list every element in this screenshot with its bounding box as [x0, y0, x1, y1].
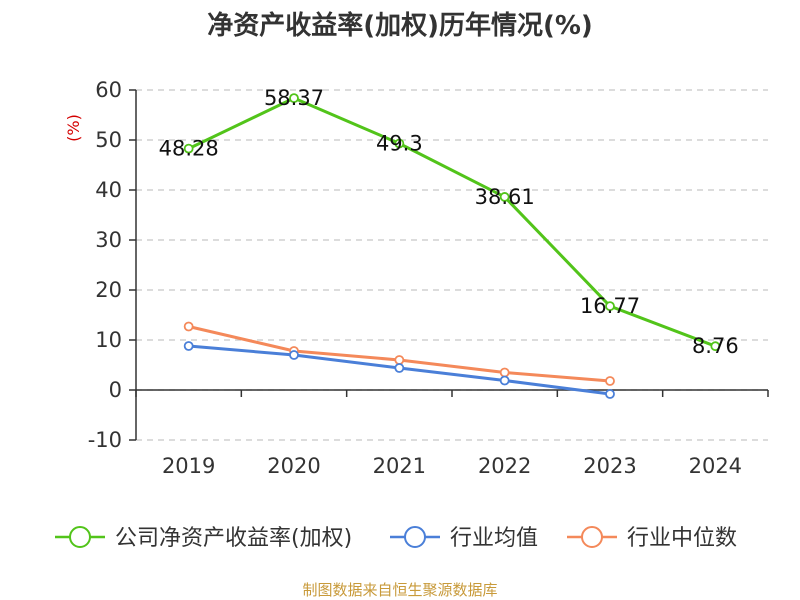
legend-label: 行业均值	[450, 526, 538, 551]
data-point	[499, 192, 510, 202]
y-tick-label: 0	[109, 378, 122, 402]
data-point	[394, 138, 405, 149]
x-tick-label: 2021	[373, 454, 426, 478]
series-layer	[183, 93, 721, 399]
data-point	[394, 363, 405, 373]
y-tick-label: 40	[95, 178, 122, 202]
legend-marker	[404, 526, 426, 548]
grid-layer	[136, 89, 768, 441]
data-label: 8.76	[692, 334, 739, 358]
y-tick-label: 60	[95, 78, 122, 102]
data-label: 16.77	[580, 294, 640, 318]
x-tick-label: 2022	[478, 454, 531, 478]
axis-layer: 60 50 40 30 20 10 0 -10 2019 2020 2021 2022 2023 2024	[88, 78, 769, 478]
data-point	[183, 341, 194, 351]
data-point	[499, 367, 510, 378]
y-tick-label: 20	[95, 278, 122, 302]
y-tick-label: 50	[95, 128, 122, 152]
legend-label: 公司净资产收益率(加权)	[115, 526, 352, 551]
source-note: 制图数据来自恒生聚源数据库	[302, 581, 497, 599]
data-point	[289, 93, 299, 104]
data-point	[183, 143, 194, 154]
x-tick-label: 2020	[267, 454, 320, 478]
data-point	[605, 301, 615, 312]
data-label: 49.3	[376, 132, 423, 156]
y-axis-label: (%)	[64, 114, 83, 142]
legend-label: 行业中位数	[627, 526, 737, 551]
x-tick-label: 2023	[583, 454, 636, 478]
data-point	[289, 350, 299, 360]
data-point	[499, 375, 510, 386]
legend: 公司净资产收益率(加权) 行业均值 行业中位数	[55, 526, 737, 551]
y-tick-label: -10	[88, 428, 122, 452]
data-point	[605, 376, 615, 386]
data-label-layer: 48.28 58.37 49.3 38.61 16.77 8.76	[159, 86, 739, 358]
data-point	[394, 355, 405, 365]
legend-marker	[69, 526, 91, 548]
series-line	[188, 96, 716, 348]
data-point	[183, 321, 194, 332]
x-tick-label: 2019	[162, 454, 215, 478]
data-point	[605, 389, 615, 399]
y-tick-label: 30	[95, 228, 122, 252]
data-label: 48.28	[159, 137, 219, 161]
y-tick-label: 10	[95, 328, 122, 352]
data-label: 58.37	[264, 86, 324, 110]
data-label: 38.61	[475, 185, 535, 209]
chart-title: 净资产收益率(加权)历年情况(%)	[207, 10, 593, 41]
data-point	[710, 341, 721, 352]
legend-marker	[581, 526, 603, 548]
x-tick-label: 2024	[689, 454, 742, 478]
